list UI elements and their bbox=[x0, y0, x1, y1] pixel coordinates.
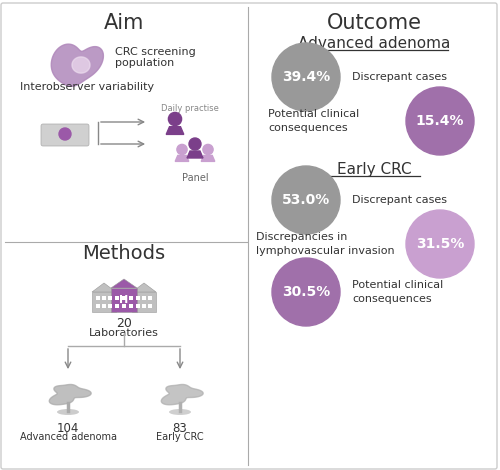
Text: population: population bbox=[115, 58, 174, 68]
Circle shape bbox=[168, 112, 181, 125]
Text: Early CRC: Early CRC bbox=[156, 432, 204, 442]
Polygon shape bbox=[50, 384, 91, 405]
Bar bbox=[102, 304, 106, 308]
Text: Early CRC: Early CRC bbox=[336, 162, 411, 177]
Bar bbox=[136, 296, 140, 300]
Text: 53.0%: 53.0% bbox=[282, 193, 330, 207]
Bar bbox=[96, 304, 100, 308]
Bar bbox=[115, 296, 119, 300]
Bar bbox=[122, 304, 126, 308]
Text: Discrepant cases: Discrepant cases bbox=[352, 72, 447, 82]
Text: 15.4%: 15.4% bbox=[416, 114, 464, 128]
Text: Aim: Aim bbox=[104, 13, 144, 33]
Text: 30.5%: 30.5% bbox=[282, 285, 330, 299]
Polygon shape bbox=[201, 156, 215, 161]
Text: Potential clinical
consequences: Potential clinical consequences bbox=[268, 109, 359, 133]
Text: Daily practise: Daily practise bbox=[161, 104, 219, 113]
Bar bbox=[142, 296, 146, 300]
Polygon shape bbox=[52, 44, 104, 86]
Circle shape bbox=[272, 166, 340, 234]
Bar bbox=[129, 296, 133, 300]
Polygon shape bbox=[175, 156, 189, 161]
FancyBboxPatch shape bbox=[41, 124, 89, 146]
Text: Discrepancies in
lymphovascular invasion: Discrepancies in lymphovascular invasion bbox=[256, 232, 394, 256]
Polygon shape bbox=[187, 151, 203, 158]
Text: Laboratories: Laboratories bbox=[89, 328, 159, 338]
Text: Advanced adenoma: Advanced adenoma bbox=[20, 432, 116, 442]
Circle shape bbox=[406, 87, 474, 155]
Text: 104: 104 bbox=[57, 422, 79, 435]
FancyBboxPatch shape bbox=[1, 3, 497, 469]
Bar bbox=[136, 304, 140, 308]
Circle shape bbox=[272, 258, 340, 326]
Bar bbox=[122, 296, 126, 300]
Circle shape bbox=[203, 144, 213, 155]
Bar bbox=[102, 296, 106, 300]
Bar bbox=[108, 304, 112, 308]
Bar bbox=[111, 288, 137, 312]
Text: Outcome: Outcome bbox=[326, 13, 422, 33]
Polygon shape bbox=[132, 283, 156, 292]
Polygon shape bbox=[72, 57, 90, 73]
Bar bbox=[132, 292, 156, 312]
Circle shape bbox=[177, 144, 187, 155]
Polygon shape bbox=[92, 283, 116, 292]
Text: Discrepant cases: Discrepant cases bbox=[352, 195, 447, 205]
Bar bbox=[108, 296, 112, 300]
Bar bbox=[96, 296, 100, 300]
Text: Panel: Panel bbox=[182, 173, 208, 183]
Text: 20: 20 bbox=[116, 317, 132, 330]
Circle shape bbox=[272, 43, 340, 111]
Bar bbox=[115, 304, 119, 308]
Text: 39.4%: 39.4% bbox=[282, 70, 330, 84]
Bar bbox=[92, 292, 116, 312]
Text: 31.5%: 31.5% bbox=[416, 237, 464, 251]
Polygon shape bbox=[166, 127, 184, 134]
Circle shape bbox=[406, 210, 474, 278]
Bar bbox=[142, 304, 146, 308]
Text: Methods: Methods bbox=[82, 244, 166, 263]
Circle shape bbox=[189, 138, 201, 150]
Polygon shape bbox=[162, 384, 203, 405]
Ellipse shape bbox=[169, 409, 191, 415]
Text: H: H bbox=[120, 295, 128, 305]
Text: Potential clinical
consequences: Potential clinical consequences bbox=[352, 280, 444, 304]
Text: CRC screening: CRC screening bbox=[115, 47, 196, 57]
Text: Advanced adenoma: Advanced adenoma bbox=[298, 36, 450, 51]
Text: Interobserver variability: Interobserver variability bbox=[20, 82, 154, 92]
Bar bbox=[129, 304, 133, 308]
Circle shape bbox=[59, 128, 71, 140]
Polygon shape bbox=[111, 279, 137, 288]
Bar bbox=[148, 296, 152, 300]
Bar bbox=[148, 304, 152, 308]
Text: 83: 83 bbox=[172, 422, 188, 435]
Ellipse shape bbox=[57, 409, 79, 415]
